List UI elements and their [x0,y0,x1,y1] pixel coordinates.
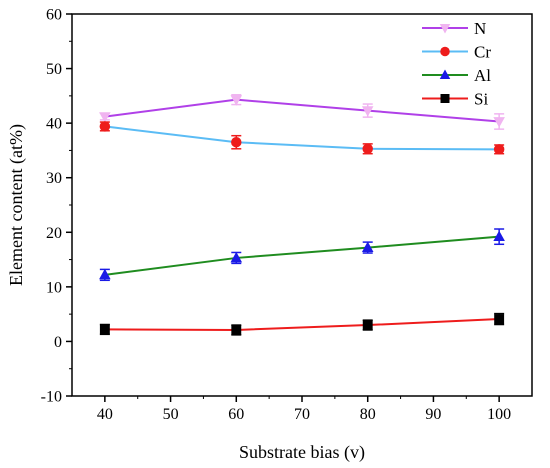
y-tick-label: 10 [46,279,62,296]
data-point [231,325,242,335]
y-tick-label: 30 [46,170,62,187]
data-point [99,324,110,335]
y-tick-label: 50 [46,61,62,78]
y-tick-label: 60 [46,7,62,24]
series-line [104,235,500,276]
y-tick-label: -10 [41,389,62,406]
plot-frame [71,13,533,397]
data-point [99,268,111,280]
x-tick-label: 50 [163,406,179,423]
x-tick-label: 60 [228,406,244,423]
data-point [440,94,450,103]
x-tick-label: 80 [360,406,376,423]
data-point [230,95,243,106]
y-tick-label: 40 [46,116,62,133]
data-point [99,121,111,132]
legend-entry-N: N [422,19,486,38]
series-layer [99,94,505,336]
series-N [99,94,505,130]
legend-label: Cr [474,43,491,62]
legend-entry-Si: Si [422,90,488,109]
data-point [439,69,451,79]
data-point [362,143,373,155]
x-tick-label: 70 [294,406,310,423]
legend-entry-Cr: Cr [422,43,491,62]
data-point [439,24,451,34]
data-point [494,314,505,325]
legend-label: Si [474,90,488,109]
data-point [493,144,505,155]
y-tick-label: 0 [54,334,62,351]
x-tick-label: 40 [97,406,113,423]
data-point [361,106,374,117]
data-point [230,251,243,263]
x-tick-label: 90 [425,406,441,423]
legend-entry-Al: Al [422,66,491,85]
series-line [104,98,500,123]
x-axis-title: Substrate bias (v) [239,442,365,463]
series-Al [99,228,505,282]
data-point [493,230,505,242]
data-point [99,112,111,123]
data-point [231,137,242,148]
data-point [493,117,505,128]
legend-label: Al [474,66,491,85]
data-point [361,241,374,252]
axes: 40 50 60 70 80 90 100 -10 0 10 20 30 40 50 60 [41,7,533,423]
legend-label: N [474,19,486,38]
series-line [104,125,500,151]
series-Cr [99,121,505,155]
series-Si [99,312,505,336]
x-tick-label: 100 [487,406,511,423]
data-point [440,46,450,57]
data-point [362,320,373,331]
y-tick-label: 20 [46,225,62,242]
legend: N Cr Al Si [422,19,491,109]
series-line [104,318,500,331]
y-axis-title: Element content (at%) [6,124,27,286]
